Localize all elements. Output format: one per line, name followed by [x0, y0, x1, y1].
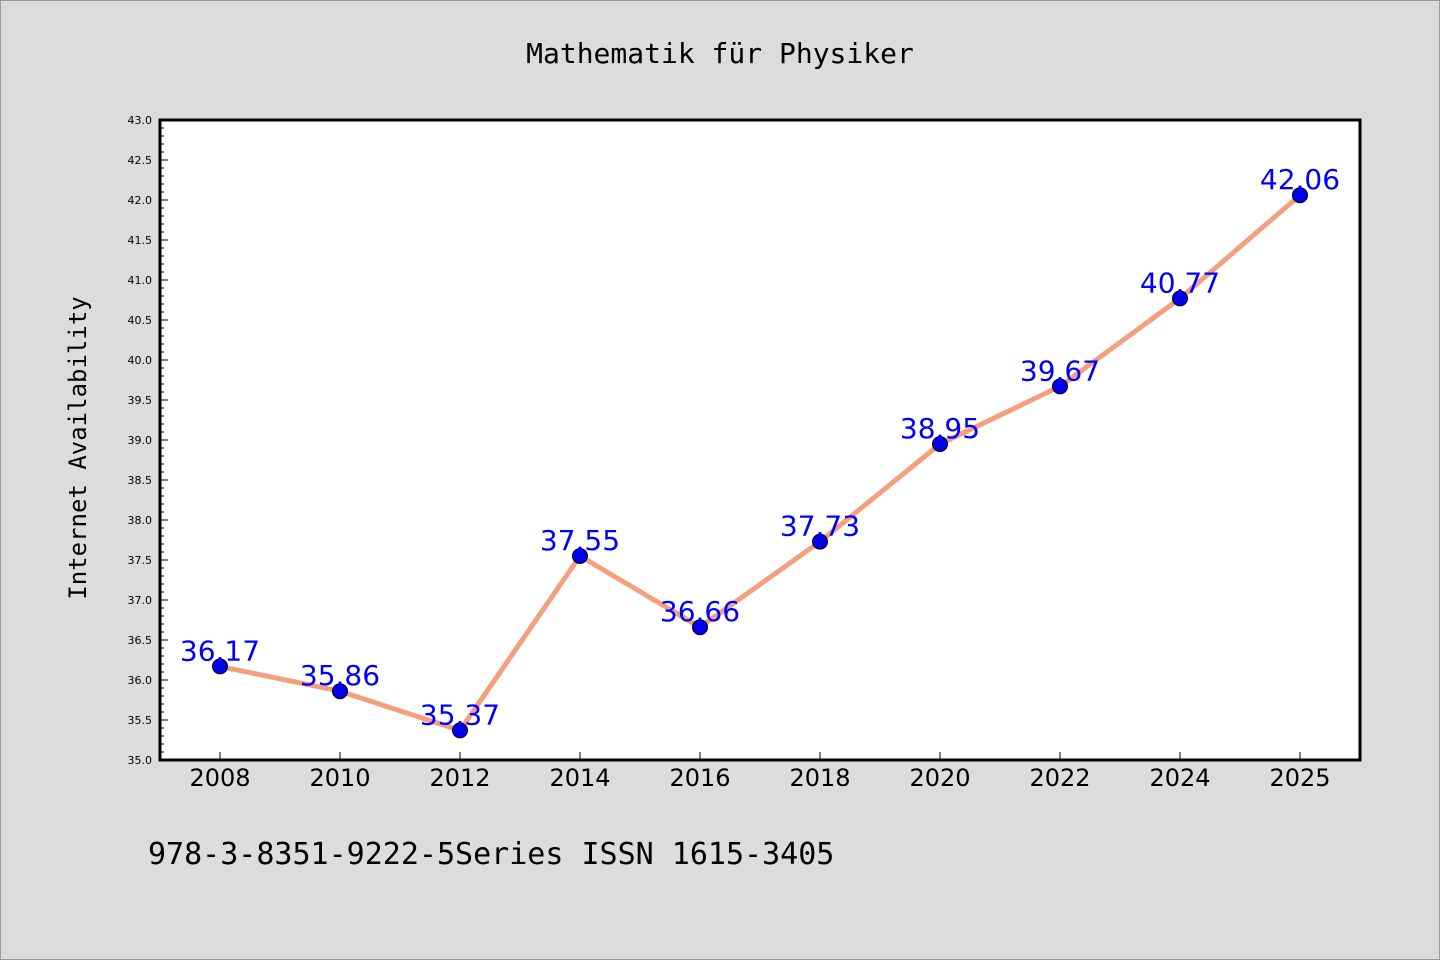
data-point: [452, 722, 468, 739]
data-label: 37.73: [780, 510, 860, 543]
data-point: [932, 436, 948, 452]
data-point: [1292, 187, 1308, 204]
x-tick-label: 2012: [429, 764, 490, 792]
y-tick-label: 41.0: [128, 274, 153, 287]
y-tick-label: 41.5: [128, 234, 153, 247]
y-tick-label: 35.0: [128, 754, 153, 767]
y-tick-label: 36.0: [128, 674, 153, 687]
data-label: 35.37: [420, 698, 500, 731]
data-label: 35.86: [300, 659, 380, 692]
x-axis: 2008 2010 2012 2014 2016 2018 2020 2022 2024 2025: [189, 752, 1331, 792]
y-tick-label: 39.5: [128, 394, 153, 407]
data-point: [212, 658, 228, 675]
chart-title: Mathematik für Physiker: [526, 37, 914, 70]
y-axis-label: Internet Availability: [64, 296, 92, 599]
data-point: [572, 548, 588, 564]
y-tick-label: 38.5: [128, 474, 153, 487]
x-tick-label: 2014: [549, 764, 610, 792]
series-line: [217, 192, 1303, 733]
x-tick-label: 2016: [669, 764, 730, 792]
x-tick-label: 2020: [909, 764, 970, 792]
data-label: 36.66: [660, 595, 740, 628]
x-tick-label: 2018: [789, 764, 850, 792]
data-label: 38.95: [900, 412, 980, 445]
y-tick-label: 35.5: [128, 714, 153, 727]
series-line-group: [212, 187, 1308, 739]
data-label-group: 36.17 35.86 35.37 37.55 36.66 37.73 38.95 39.67…: [180, 163, 1340, 731]
data-point: [692, 619, 708, 636]
data-label: 37.55: [540, 524, 620, 557]
data-point: [812, 533, 828, 550]
x-tick-label: 2010: [309, 764, 370, 792]
y-tick-label: 38.0: [128, 514, 153, 527]
plot-area: [160, 120, 1360, 760]
x-tick-label: 2008: [189, 764, 250, 792]
y-tick-label: 37.0: [128, 594, 153, 607]
data-point: [332, 683, 348, 700]
x-tick-label: 2022: [1029, 764, 1090, 792]
data-label: 36.17: [180, 634, 260, 667]
y-tick-label: 42.0: [128, 194, 153, 207]
data-label: 42.06: [1260, 163, 1340, 196]
y-axis: 35.0 35.5 36.0 36.5 37.0 37.5 38.0 38.5 39.0 39.5…: [128, 114, 168, 767]
y-tick-label: 40.5: [128, 314, 153, 327]
y-tick-label: 40.0: [128, 354, 153, 367]
y-tick-label: 42.5: [128, 154, 153, 167]
data-point: [1172, 290, 1188, 307]
y-tick-label: 36.5: [128, 634, 153, 647]
y-tick-label: 43.0: [128, 114, 153, 127]
data-label: 39.67: [1020, 354, 1100, 387]
data-label: 40.77: [1140, 266, 1220, 299]
y-tick-label: 39.0: [128, 434, 153, 447]
data-point: [1052, 378, 1068, 395]
x-tick-label: 2024: [1149, 764, 1210, 792]
y-tick-label: 37.5: [128, 554, 153, 567]
plot-frame: [158, 118, 1362, 762]
footer-isbn-text: 978-3-8351-9222-5Series ISSN 1615-3405: [148, 837, 834, 872]
x-tick-label: 2025: [1269, 764, 1330, 792]
